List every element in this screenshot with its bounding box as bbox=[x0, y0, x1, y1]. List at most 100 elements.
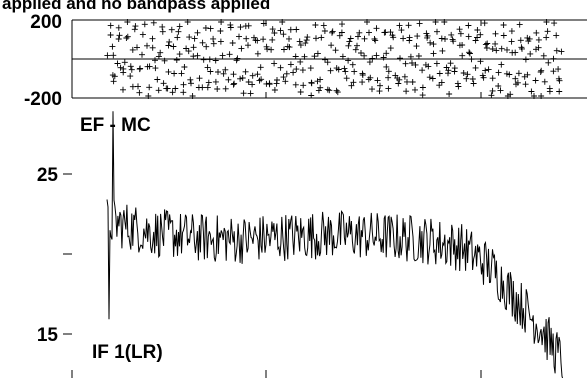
phase-point bbox=[430, 50, 437, 57]
phase-point bbox=[512, 49, 519, 56]
phase-point bbox=[438, 35, 445, 42]
phase-point bbox=[297, 58, 304, 65]
phase-point bbox=[524, 71, 531, 78]
phase-point bbox=[459, 42, 466, 48]
phase-point bbox=[341, 65, 348, 72]
phase-point bbox=[116, 32, 123, 39]
phase-point bbox=[329, 28, 336, 35]
phase-point bbox=[413, 43, 420, 50]
phase-point bbox=[280, 31, 287, 38]
phase-point bbox=[454, 80, 461, 87]
phase-point bbox=[247, 90, 254, 97]
phase-point bbox=[414, 33, 421, 40]
phase-point bbox=[300, 82, 307, 89]
phase-point bbox=[459, 52, 466, 59]
phase-point bbox=[257, 64, 264, 71]
phase-point bbox=[107, 32, 114, 38]
phase-point bbox=[516, 21, 523, 28]
phase-point bbox=[287, 26, 294, 33]
phase-point bbox=[302, 40, 309, 47]
phase-point bbox=[123, 35, 130, 41]
phase-point bbox=[311, 53, 318, 60]
phase-point bbox=[251, 34, 257, 41]
phase-point bbox=[317, 76, 324, 83]
phase-point bbox=[372, 37, 379, 44]
phase-point bbox=[489, 46, 496, 52]
phase-point bbox=[361, 35, 368, 42]
phase-point bbox=[455, 83, 462, 90]
phase-point bbox=[365, 76, 372, 83]
phase-point bbox=[292, 53, 299, 60]
phase-point bbox=[196, 75, 203, 82]
phase-point bbox=[230, 81, 237, 88]
phase-point bbox=[466, 50, 473, 57]
phase-point bbox=[470, 80, 477, 87]
phase-point bbox=[260, 20, 267, 27]
phase-point bbox=[556, 77, 563, 84]
phase-point bbox=[239, 75, 246, 81]
phase-point bbox=[327, 67, 334, 74]
phase-point bbox=[269, 26, 276, 33]
phase-point bbox=[537, 69, 544, 75]
phase-point bbox=[438, 79, 445, 86]
phase-point bbox=[489, 87, 496, 94]
phase-point bbox=[297, 89, 304, 95]
phase-point bbox=[553, 32, 560, 39]
phase-point bbox=[159, 23, 166, 30]
phase-point bbox=[396, 22, 403, 29]
phase-point bbox=[264, 46, 271, 53]
phase-point bbox=[477, 31, 484, 38]
phase-point bbox=[335, 66, 342, 73]
phase-point bbox=[439, 47, 446, 54]
phase-point bbox=[369, 55, 376, 62]
phase-point bbox=[237, 75, 244, 82]
phase-point bbox=[488, 92, 495, 99]
phase-point bbox=[307, 65, 314, 72]
phase-point bbox=[361, 52, 368, 59]
phase-point bbox=[214, 86, 221, 92]
amp-ytick-15: 15 bbox=[37, 325, 59, 346]
phase-point bbox=[338, 29, 345, 36]
phase-point bbox=[550, 68, 557, 75]
phase-point bbox=[243, 35, 250, 42]
phase-point bbox=[556, 88, 563, 95]
phase-point bbox=[225, 76, 232, 83]
phase-point bbox=[271, 87, 278, 93]
phase-point bbox=[403, 88, 410, 95]
phase-point bbox=[258, 76, 265, 83]
phase-point bbox=[176, 51, 183, 58]
chart-title: applied and no bandpass applied bbox=[2, 0, 270, 13]
phase-point bbox=[482, 67, 489, 74]
phase-point bbox=[541, 78, 548, 85]
phase-point bbox=[543, 34, 550, 41]
phase-point bbox=[434, 28, 440, 35]
phase-point bbox=[504, 46, 510, 53]
phase-point bbox=[498, 45, 505, 52]
phase-point bbox=[139, 31, 146, 38]
phase-point bbox=[402, 60, 409, 67]
phase-point bbox=[271, 30, 278, 36]
phase-point bbox=[324, 86, 331, 93]
phase-point bbox=[495, 69, 502, 76]
phase-point bbox=[312, 22, 319, 28]
phase-point bbox=[364, 19, 370, 25]
phase-point bbox=[107, 22, 114, 29]
phase-point bbox=[204, 84, 211, 91]
phase-point bbox=[200, 56, 207, 63]
phase-point bbox=[166, 38, 173, 45]
phase-point bbox=[131, 26, 138, 33]
phase-point bbox=[280, 74, 287, 81]
phase-point bbox=[535, 36, 542, 43]
phase-point bbox=[110, 52, 117, 59]
phase-point bbox=[407, 53, 414, 60]
phase-point bbox=[367, 74, 374, 81]
phase-point bbox=[137, 65, 144, 72]
phase-point bbox=[442, 36, 448, 42]
phase-point bbox=[219, 52, 226, 59]
phase-point bbox=[446, 91, 453, 97]
phase-panel: 200 -200 bbox=[24, 12, 587, 110]
phase-point bbox=[383, 50, 390, 57]
phase-point bbox=[172, 85, 179, 92]
phase-point bbox=[355, 33, 361, 40]
phase-point bbox=[507, 91, 514, 98]
